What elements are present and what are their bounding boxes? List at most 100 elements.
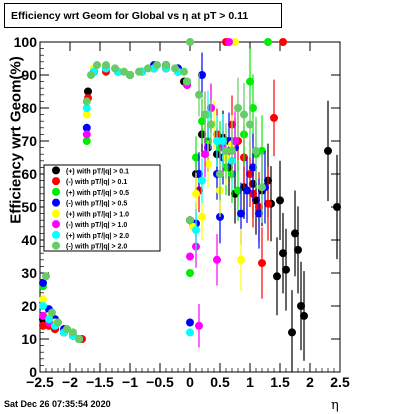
data-point [225, 38, 233, 46]
data-point [264, 199, 272, 208]
data-point [237, 255, 245, 264]
data-point [243, 186, 251, 195]
data-point [234, 186, 242, 195]
data-point [246, 120, 254, 129]
data-point [45, 315, 53, 324]
y-tick-label: 90 [21, 67, 37, 83]
legend-marker [52, 241, 60, 250]
data-point [144, 64, 152, 73]
y-tick-label: 70 [21, 133, 37, 149]
data-point [82, 123, 91, 132]
data-point [282, 265, 290, 274]
data-point [279, 249, 287, 258]
data-point [201, 150, 209, 159]
data-point [75, 335, 83, 343]
data-point [207, 120, 215, 129]
data-point [273, 272, 281, 281]
data-point [198, 117, 206, 126]
data-point [120, 67, 128, 76]
data-point [198, 71, 206, 79]
data-point [324, 146, 332, 155]
legend-entry-label: (-) with pT/|q| > 1.0 [66, 222, 127, 229]
data-point [291, 229, 299, 238]
data-point [297, 302, 305, 310]
data-point [48, 308, 56, 317]
data-point [222, 146, 230, 155]
legend-box [43, 164, 161, 252]
data-point [270, 113, 278, 122]
data-point [186, 269, 194, 277]
data-point [162, 61, 170, 70]
data-point [240, 110, 248, 119]
legend-entry-label: (-) with pT/|q| > 0.5 [66, 201, 127, 208]
data-point [69, 328, 77, 337]
timestamp-footer: Sat Dec 26 07:35:54 2020 [4, 399, 111, 409]
data-point [252, 196, 260, 205]
data-point [82, 104, 91, 112]
x-tick-label: −1.5 [86, 374, 114, 390]
y-tick-label: 80 [21, 100, 37, 116]
data-point [82, 110, 91, 119]
data-point [39, 311, 47, 320]
data-point [183, 77, 191, 86]
data-point [195, 321, 203, 330]
data-point [82, 97, 91, 106]
data-point [42, 272, 50, 281]
data-point [213, 137, 221, 145]
data-point [258, 146, 266, 155]
y-axis-title: Efficiency wrt Geom(%) [7, 56, 25, 224]
chart-title: Efficiency wrt Geom for Global vs η at p… [4, 3, 282, 28]
data-point [198, 176, 206, 185]
y-tick-label: 0 [29, 364, 37, 380]
y-tick-label: 20 [21, 298, 37, 314]
data-point [192, 226, 200, 235]
data-point [54, 318, 62, 327]
data-point [294, 245, 302, 254]
data-point [231, 38, 239, 46]
data-point [246, 77, 254, 86]
data-point [213, 255, 221, 264]
data-point [39, 321, 47, 330]
data-point [186, 318, 194, 327]
data-point [82, 130, 91, 139]
data-point [186, 252, 194, 261]
data-point [87, 71, 95, 79]
data-point [111, 64, 119, 73]
data-point [93, 61, 101, 70]
legend-marker [52, 198, 60, 207]
data-point [249, 163, 257, 172]
x-tick-label: 2.5 [330, 374, 350, 390]
legend-entry-label: (+) with pT/|q| > 2.0 [66, 233, 129, 240]
x-tick-label: 1.5 [270, 374, 290, 390]
data-point [192, 189, 200, 198]
data-point [288, 328, 296, 337]
data-point [333, 203, 341, 211]
data-point [82, 137, 91, 145]
legend-marker [52, 220, 60, 229]
x-tick-label: 0.5 [210, 374, 230, 390]
data-point [135, 67, 143, 76]
x-tick-label: −1 [122, 374, 138, 390]
data-point [153, 61, 161, 70]
legend-entry-label: (-) with pT/|q| > 2.0 [66, 244, 127, 251]
data-point [192, 153, 200, 162]
data-point [258, 183, 266, 192]
x-tick-label: 2 [306, 374, 314, 390]
data-point [255, 209, 263, 218]
legend-marker [52, 187, 60, 196]
legend-entry-label: (+) with pT/|q| > 0.5 [66, 190, 129, 197]
data-point [204, 160, 212, 169]
legend-entry-label: (+) with pT/|q| > 1.0 [66, 211, 129, 218]
data-point [231, 137, 239, 145]
x-tick-label: −2 [62, 374, 78, 390]
legend: (+) with pT/|q| > 0.1 (-) with pT/|q| > 0… [43, 164, 161, 252]
data-point [39, 278, 47, 287]
data-point [252, 146, 260, 155]
data-point [39, 295, 47, 304]
data-point [234, 104, 242, 112]
y-tick-label: 60 [21, 166, 37, 182]
y-tick-label: 50 [21, 199, 37, 215]
x-axis-title: η [331, 398, 339, 413]
x-tick-label: −0.5 [146, 374, 174, 390]
